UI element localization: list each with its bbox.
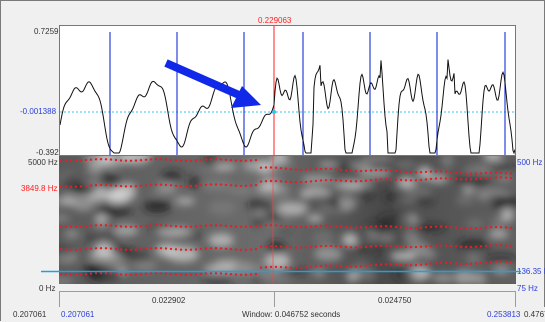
total-start-time[interactable]: 0.207061 — [13, 310, 47, 319]
time-axis-bar[interactable]: 0.022902 0.024750 — [59, 291, 516, 308]
pitch-horizontal-line — [41, 270, 521, 273]
waveform-ymin-label: -0.392 — [36, 148, 59, 157]
pitch-bottom-label: 75 Hz — [517, 284, 538, 293]
cursor-time-label: 0.229063 — [258, 16, 292, 25]
arrow-icon — [164, 59, 261, 108]
total-end-time[interactable]: 0.4767 — [524, 310, 545, 319]
bottom-time-bar: 0.207061 0.207061 Window: 0.046752 secon… — [1, 307, 545, 322]
waveform-panel[interactable] — [59, 25, 516, 156]
window-end-time[interactable]: 0.253813 — [487, 310, 521, 319]
formant-tracks — [59, 158, 513, 276]
spectrogram-fmax-label: 5000 Hz — [28, 158, 58, 167]
spectrogram-fmin-label: 0 Hz — [39, 284, 56, 293]
spectrogram-panel[interactable] — [59, 156, 516, 284]
window-duration-label[interactable]: Window: 0.046752 seconds — [242, 310, 341, 319]
spectrogram-cursor-freq-label: 3849.8 Hz — [21, 184, 58, 193]
waveform-ymid-label: -0.001388 — [20, 107, 57, 116]
segment-left-duration[interactable]: 0.022902 — [152, 296, 186, 305]
waveform-ymax-label: 0.7259 — [34, 27, 59, 36]
cursor-point-marker — [272, 110, 276, 114]
segment-right-duration[interactable]: 0.024750 — [378, 296, 412, 305]
pitch-top-label: 500 Hz — [517, 158, 543, 167]
pitch-line-label: 136.35 Hz — [517, 267, 545, 276]
window-start-time[interactable]: 0.207061 — [61, 310, 95, 319]
waveform-trace — [60, 59, 515, 155]
